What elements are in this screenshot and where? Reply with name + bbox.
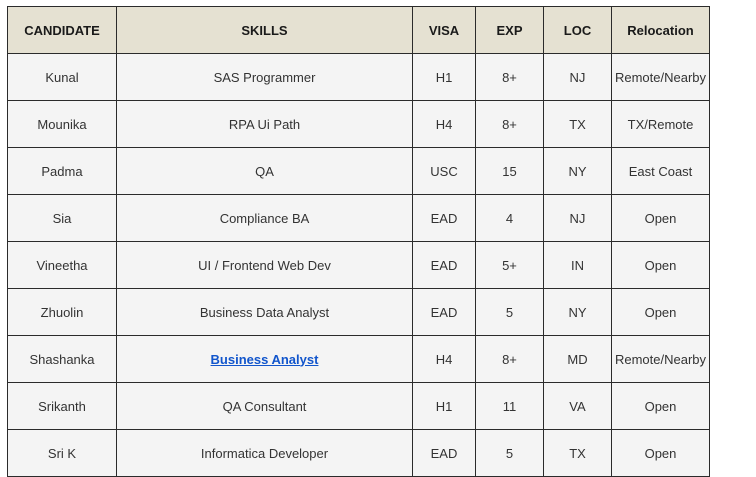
- cell-candidate: Srikanth: [7, 382, 117, 430]
- cell-loc: NJ: [543, 194, 612, 242]
- cell-exp: 4: [475, 194, 544, 242]
- cell-exp: 5: [475, 288, 544, 336]
- cell-skill: UI / Frontend Web Dev: [116, 241, 413, 289]
- cell-relocation: Open: [611, 241, 710, 289]
- header-exp: EXP: [475, 6, 544, 54]
- candidate-table-container: CANDIDATE SKILLS VISA EXP LOC Relocation…: [7, 6, 710, 477]
- cell-skill: QA: [116, 147, 413, 195]
- cell-loc: TX: [543, 429, 612, 477]
- table-row: Padma QA USC 15 NY East Coast: [7, 147, 710, 195]
- cell-visa: H4: [412, 335, 476, 383]
- table-row: Srikanth QA Consultant H1 11 VA Open: [7, 382, 710, 430]
- cell-candidate: Sri K: [7, 429, 117, 477]
- table-body: Kunal SAS Programmer H1 8+ NJ Remote/Nearby Mo…: [7, 53, 710, 477]
- cell-relocation: Remote/Nearby: [611, 53, 710, 101]
- cell-relocation: Remote/Nearby: [611, 335, 710, 383]
- cell-visa: EAD: [412, 194, 476, 242]
- cell-loc: NY: [543, 288, 612, 336]
- header-row: CANDIDATE SKILLS VISA EXP LOC Relocation: [7, 6, 710, 54]
- cell-visa: EAD: [412, 241, 476, 289]
- cell-skill: Business Analyst: [116, 335, 413, 383]
- cell-relocation: TX/Remote: [611, 100, 710, 148]
- cell-visa: EAD: [412, 429, 476, 477]
- cell-visa: H4: [412, 100, 476, 148]
- cell-relocation: Open: [611, 194, 710, 242]
- skill-link[interactable]: Business Analyst: [210, 351, 319, 367]
- cell-exp: 8+: [475, 53, 544, 101]
- cell-loc: NY: [543, 147, 612, 195]
- cell-skill: Business Data Analyst: [116, 288, 413, 336]
- candidate-table: CANDIDATE SKILLS VISA EXP LOC Relocation…: [7, 6, 710, 477]
- table-row: Mounika RPA Ui Path H4 8+ TX TX/Remote: [7, 100, 710, 148]
- cell-exp: 11: [475, 382, 544, 430]
- cell-relocation: Open: [611, 382, 710, 430]
- cell-candidate: Shashanka: [7, 335, 117, 383]
- cell-exp: 15: [475, 147, 544, 195]
- cell-candidate: Vineetha: [7, 241, 117, 289]
- cell-loc: VA: [543, 382, 612, 430]
- table-row: Vineetha UI / Frontend Web Dev EAD 5+ IN Open: [7, 241, 710, 289]
- cell-loc: MD: [543, 335, 612, 383]
- cell-loc: TX: [543, 100, 612, 148]
- cell-skill: RPA Ui Path: [116, 100, 413, 148]
- cell-candidate: Mounika: [7, 100, 117, 148]
- cell-skill: QA Consultant: [116, 382, 413, 430]
- cell-exp: 8+: [475, 335, 544, 383]
- cell-exp: 5: [475, 429, 544, 477]
- table-header: CANDIDATE SKILLS VISA EXP LOC Relocation: [7, 6, 710, 54]
- table-row: Shashanka Business Analyst H4 8+ MD Remote/Ne…: [7, 335, 710, 383]
- cell-candidate: Zhuolin: [7, 288, 117, 336]
- table-row: Kunal SAS Programmer H1 8+ NJ Remote/Nearby: [7, 53, 710, 101]
- cell-exp: 8+: [475, 100, 544, 148]
- cell-exp: 5+: [475, 241, 544, 289]
- header-skills: SKILLS: [116, 6, 413, 54]
- cell-relocation: Open: [611, 429, 710, 477]
- cell-visa: EAD: [412, 288, 476, 336]
- cell-visa: H1: [412, 53, 476, 101]
- table-row: Zhuolin Business Data Analyst EAD 5 NY Open: [7, 288, 710, 336]
- cell-candidate: Sia: [7, 194, 117, 242]
- header-visa: VISA: [412, 6, 476, 54]
- cell-relocation: Open: [611, 288, 710, 336]
- header-loc: LOC: [543, 6, 612, 54]
- cell-visa: H1: [412, 382, 476, 430]
- cell-skill: Compliance BA: [116, 194, 413, 242]
- cell-skill: Informatica Developer: [116, 429, 413, 477]
- cell-loc: NJ: [543, 53, 612, 101]
- cell-relocation: East Coast: [611, 147, 710, 195]
- header-candidate: CANDIDATE: [7, 6, 117, 54]
- table-row: Sri K Informatica Developer EAD 5 TX Open: [7, 429, 710, 477]
- cell-skill: SAS Programmer: [116, 53, 413, 101]
- cell-loc: IN: [543, 241, 612, 289]
- cell-candidate: Padma: [7, 147, 117, 195]
- table-row: Sia Compliance BA EAD 4 NJ Open: [7, 194, 710, 242]
- header-relocation: Relocation: [611, 6, 710, 54]
- cell-visa: USC: [412, 147, 476, 195]
- cell-candidate: Kunal: [7, 53, 117, 101]
